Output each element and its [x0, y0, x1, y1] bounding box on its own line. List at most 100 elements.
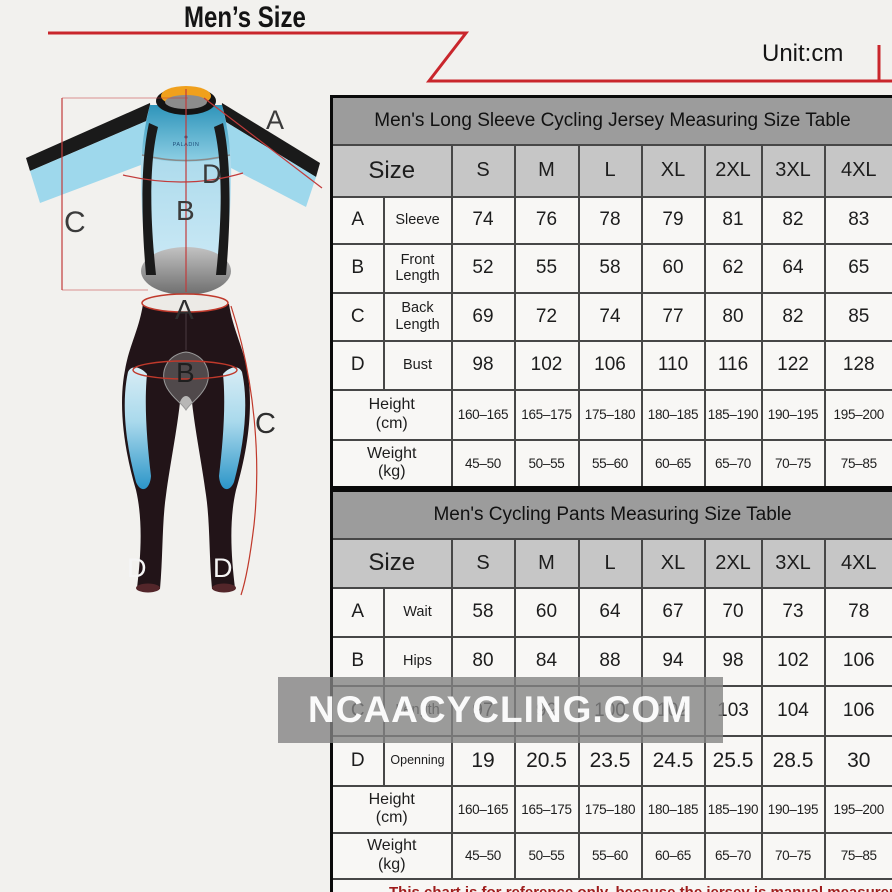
height-value-cell: 190–195 — [760, 388, 826, 441]
measure-value-cell: 19 — [450, 734, 516, 787]
measure-value-cell: 23.5 — [577, 734, 643, 787]
measure-value-cell: 98 — [450, 339, 516, 391]
size-header-cell: Size — [330, 143, 453, 198]
measure-value-cell: 106 — [823, 635, 892, 687]
measure-value-cell: 73 — [760, 586, 826, 638]
size-col-header: XL — [640, 143, 706, 198]
measure-value-cell: 24.5 — [640, 734, 706, 787]
pants-label-d-right: D — [213, 553, 233, 583]
jersey-label-b: B — [176, 195, 195, 226]
size-col-header: 2XL — [703, 537, 763, 589]
waist-measure-ellipse — [141, 293, 229, 313]
height-value-cell: 160–165 — [450, 388, 516, 441]
pants-body — [122, 304, 250, 589]
right-ankle-cuff — [212, 583, 236, 593]
measure-value-cell: 122 — [760, 339, 826, 391]
measure-key-cell: B — [330, 242, 385, 294]
measure-label-cell: Sleeve — [382, 195, 453, 245]
height-value-cell: 180–185 — [640, 388, 706, 441]
size-col-header: 4XL — [823, 537, 892, 589]
height-label-cell: Height (cm) — [330, 784, 453, 834]
weight-value-cell: 55–60 — [577, 831, 643, 880]
weight-value-cell: 45–50 — [450, 831, 516, 880]
size-col-header: L — [577, 143, 643, 198]
size-col-header: M — [513, 143, 580, 198]
measure-key-cell: A — [330, 195, 385, 245]
measure-value-cell: 82 — [760, 195, 826, 245]
measure-value-cell: 72 — [513, 291, 580, 342]
weight-value-cell: 50–55 — [513, 831, 580, 880]
measure-value-cell: 74 — [577, 291, 643, 342]
weight-value-cell: 60–65 — [640, 438, 706, 489]
height-value-cell: 165–175 — [513, 784, 580, 834]
measure-key-cell: C — [330, 291, 385, 342]
jersey-right-sleeve — [210, 119, 316, 207]
measure-key-cell: D — [330, 339, 385, 391]
pants-left-panel — [124, 367, 151, 490]
height-value-cell: 185–190 — [703, 388, 763, 441]
side-length-line — [230, 305, 258, 596]
measure-value-cell: 102 — [513, 339, 580, 391]
pants-label-c: C — [255, 408, 276, 440]
jersey-left-sleeve-stripe — [26, 103, 151, 171]
page-title: Men’s Size — [184, 1, 306, 34]
watermark-overlay: NCAACYCLING.COM — [278, 677, 723, 743]
size-col-header: 2XL — [703, 143, 763, 198]
measure-value-cell: 60 — [640, 242, 706, 294]
weight-value-cell: 65–70 — [703, 831, 763, 880]
weight-value-cell: 75–85 — [823, 831, 892, 880]
measure-value-cell: 102 — [760, 635, 826, 687]
size-col-header: S — [450, 143, 516, 198]
measure-value-cell: 74 — [450, 195, 516, 245]
jersey-label-d: D — [202, 159, 222, 189]
measure-value-cell: 98 — [703, 635, 763, 687]
weight-label-cell: Weight (kg) — [330, 831, 453, 880]
weight-label-cell: Weight (kg) — [330, 438, 453, 489]
size-col-header: 3XL — [760, 537, 826, 589]
jersey-label-c: C — [64, 206, 86, 239]
unit-label: Unit:cm — [762, 40, 844, 67]
jersey-right-sleeve-stripe — [221, 103, 320, 177]
measure-value-cell: 64 — [760, 242, 826, 294]
hip-measure-ellipse — [132, 360, 238, 380]
measure-value-cell: 58 — [577, 242, 643, 294]
height-value-cell: 190–195 — [760, 784, 826, 834]
size-col-header: M — [513, 537, 580, 589]
height-value-cell: 165–175 — [513, 388, 580, 441]
measure-label-cell: Wait — [382, 586, 453, 638]
size-col-header: 3XL — [760, 143, 826, 198]
measure-value-cell: 78 — [823, 586, 892, 638]
weight-value-cell: 75–85 — [823, 438, 892, 489]
measure-key-cell: A — [330, 586, 385, 638]
reference-note: This chart is for reference only, becaus… — [330, 877, 892, 892]
weight-value-cell: 60–65 — [640, 831, 706, 880]
jersey-label-a: A — [266, 105, 284, 135]
measure-value-cell: 30 — [823, 734, 892, 787]
weight-value-cell: 45–50 — [450, 438, 516, 489]
weight-value-cell: 50–55 — [513, 438, 580, 489]
measure-value-cell: 58 — [450, 586, 516, 638]
jersey-left-panel — [142, 123, 158, 275]
pants-right-panel — [219, 367, 246, 490]
height-value-cell: 195–200 — [823, 388, 892, 441]
jersey-right-panel — [214, 123, 230, 275]
measure-value-cell: 25.5 — [703, 734, 763, 787]
measure-value-cell: 81 — [703, 195, 763, 245]
weight-value-cell: 70–75 — [760, 831, 826, 880]
size-col-header: XL — [640, 537, 706, 589]
measure-value-cell: 104 — [760, 684, 826, 737]
measure-value-cell: 78 — [577, 195, 643, 245]
measure-value-cell: 128 — [823, 339, 892, 391]
weight-value-cell: 70–75 — [760, 438, 826, 489]
size-col-header: L — [577, 537, 643, 589]
height-value-cell: 175–180 — [577, 784, 643, 834]
measure-value-cell: 64 — [577, 586, 643, 638]
measure-value-cell: 83 — [823, 195, 892, 245]
measure-value-cell: 106 — [577, 339, 643, 391]
measure-value-cell: 20.5 — [513, 734, 580, 787]
height-label-cell: Height (cm) — [330, 388, 453, 441]
measure-value-cell: 106 — [823, 684, 892, 737]
measure-label-cell: Openning — [382, 734, 453, 787]
weight-value-cell: 65–70 — [703, 438, 763, 489]
